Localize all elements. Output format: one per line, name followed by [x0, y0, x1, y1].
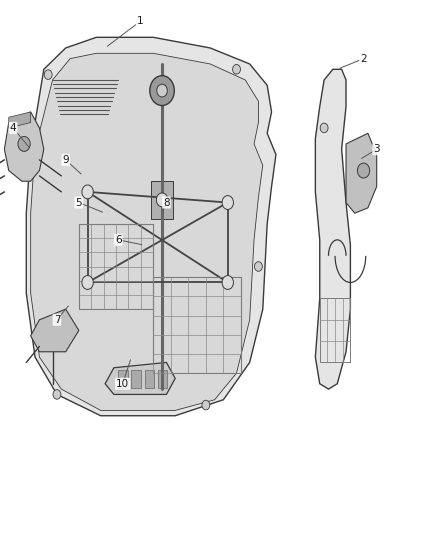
Polygon shape — [105, 362, 175, 394]
Text: 2: 2 — [360, 54, 367, 63]
Polygon shape — [4, 112, 44, 181]
Text: 6: 6 — [115, 235, 122, 245]
Circle shape — [157, 84, 167, 97]
Text: 4: 4 — [10, 123, 17, 133]
Polygon shape — [31, 53, 263, 410]
Polygon shape — [315, 69, 350, 389]
Polygon shape — [145, 370, 154, 388]
Circle shape — [82, 276, 93, 289]
Circle shape — [222, 196, 233, 209]
Polygon shape — [346, 133, 377, 213]
Circle shape — [150, 76, 174, 106]
Text: 1: 1 — [137, 17, 144, 26]
Text: 5: 5 — [75, 198, 82, 207]
Text: 8: 8 — [163, 198, 170, 207]
Polygon shape — [151, 181, 173, 219]
Circle shape — [254, 262, 262, 271]
Polygon shape — [131, 370, 141, 388]
Circle shape — [156, 193, 168, 207]
Polygon shape — [158, 370, 167, 388]
Polygon shape — [9, 112, 31, 128]
Circle shape — [53, 390, 61, 399]
Polygon shape — [26, 37, 276, 416]
Text: 9: 9 — [62, 155, 69, 165]
Text: 7: 7 — [53, 315, 60, 325]
Polygon shape — [118, 370, 128, 388]
Circle shape — [82, 185, 93, 199]
Polygon shape — [31, 309, 79, 352]
Circle shape — [320, 123, 328, 133]
Circle shape — [233, 64, 240, 74]
Circle shape — [222, 276, 233, 289]
Circle shape — [18, 136, 30, 151]
Circle shape — [202, 400, 210, 410]
Circle shape — [44, 70, 52, 79]
Text: 10: 10 — [116, 379, 129, 389]
Text: 3: 3 — [373, 144, 380, 154]
Circle shape — [357, 163, 370, 178]
